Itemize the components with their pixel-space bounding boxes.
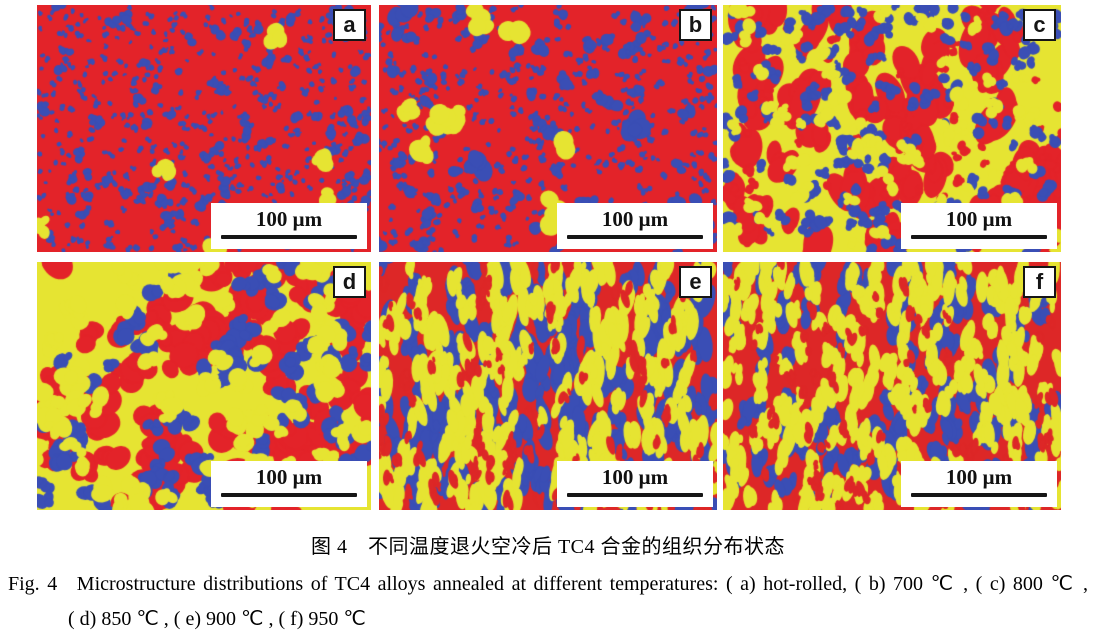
micrograph-panel-f: f 100 μm [723,262,1061,510]
scale-bar-line [221,235,357,239]
panel-letter-f: f [1023,266,1056,298]
scale-bar-a: 100 μm [211,203,367,249]
figure-number-label: Fig. 4 [8,573,58,595]
micrograph-panel-d: d 100 μm [37,262,371,510]
scale-bar-label: 100 μm [255,465,323,489]
scale-bar-line [221,493,357,497]
scale-bar-e: 100 μm [557,461,713,507]
caption-chinese: 图 4 不同温度退火空冷后 TC4 合金的组织分布状态 [310,536,786,558]
scale-bar-label: 100 μm [601,465,669,489]
scale-bar-line [911,493,1047,497]
micrograph-panel-b: b 100 μm [379,5,717,252]
panel-letter-a: a [333,9,366,41]
scale-bar-c: 100 μm [901,203,1057,249]
scale-bar-label: 100 μm [945,207,1013,231]
scale-bar-label: 100 μm [945,465,1013,489]
micrograph-panel-c: c 100 μm [723,5,1061,252]
caption-english-line1: Fig. 4 Microstructure distributions of T… [8,571,1088,596]
scale-bar-label: 100 μm [255,207,323,231]
micrograph-panel-e: e 100 μm [379,262,717,510]
panel-letter-e: e [679,266,712,298]
scale-bar-line [567,235,703,239]
scale-bar-b: 100 μm [557,203,713,249]
caption-english-text: Microstructure distributions of TC4 allo… [76,573,1089,595]
scale-bar-line [911,235,1047,239]
micrograph-panel-a: a 100 μm [37,5,371,252]
panel-letter-c: c [1023,9,1056,41]
caption-english-line2: ( d) 850 ℃ , ( e) 900 ℃ , ( f) 950 ℃ [68,608,366,630]
panel-letter-b: b [679,9,712,41]
scale-bar-d: 100 μm [211,461,367,507]
scale-bar-f: 100 μm [901,461,1057,507]
scale-bar-label: 100 μm [601,207,669,231]
scale-bar-line [567,493,703,497]
panel-letter-d: d [333,266,366,298]
